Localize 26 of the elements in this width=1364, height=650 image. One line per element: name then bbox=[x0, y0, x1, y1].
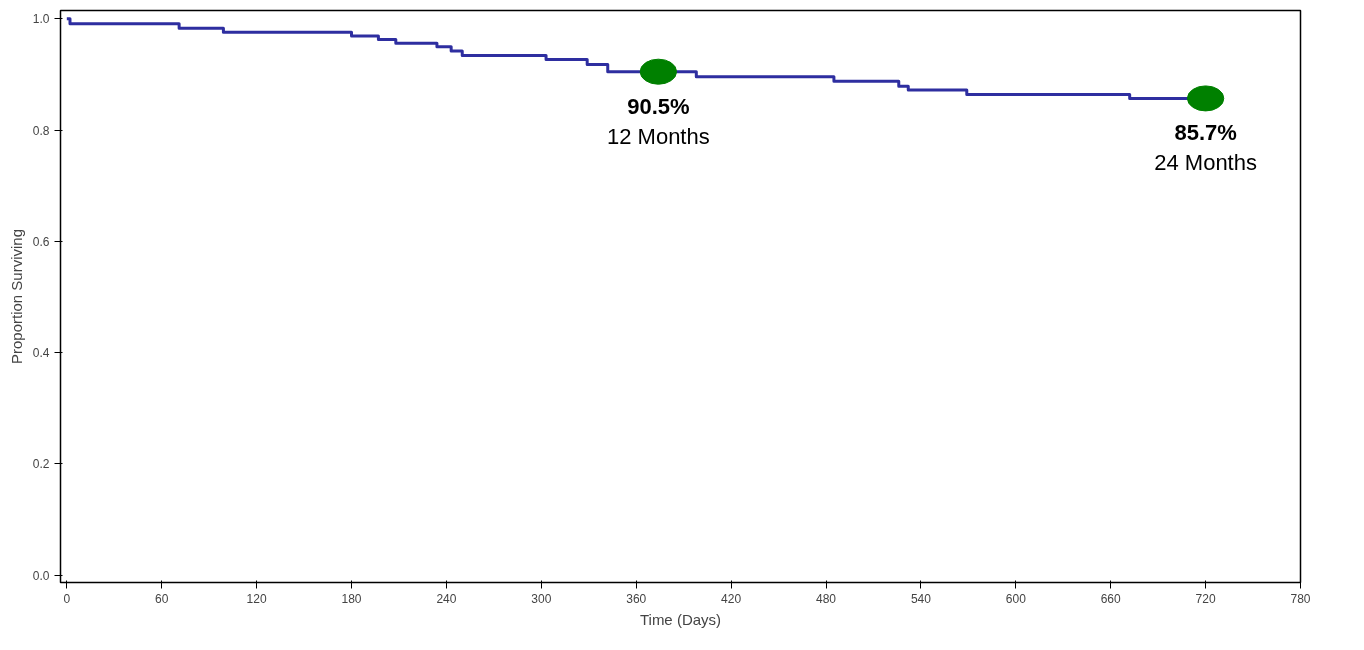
x-tick-label: 660 bbox=[1100, 591, 1122, 606]
y-tick-label: 0.6 bbox=[32, 234, 50, 249]
annotation: 12 Months bbox=[606, 123, 710, 149]
x-tick-label: 480 bbox=[816, 591, 837, 606]
x-tick-label: 300 bbox=[531, 591, 552, 606]
x-tick-label: 240 bbox=[436, 591, 457, 606]
x-tick-label: 120 bbox=[246, 591, 267, 606]
data-label: 90.5% bbox=[627, 93, 690, 119]
x-tick-label: 360 bbox=[626, 591, 647, 606]
x-tick-label: 420 bbox=[721, 591, 742, 606]
x-axis-title: Time (Days) bbox=[639, 610, 722, 628]
y-tick-label: 1.0 bbox=[32, 12, 50, 27]
x-tick-label: 180 bbox=[341, 591, 362, 606]
data-label: 85.7% bbox=[1174, 120, 1237, 146]
x-tick-label: 780 bbox=[1290, 591, 1311, 606]
annotation: 24 Months bbox=[1154, 150, 1257, 176]
x-tick-label: 0 bbox=[63, 591, 71, 606]
y-axis-title: Proportion Surviving bbox=[7, 228, 25, 365]
x-tick-label: 720 bbox=[1195, 591, 1216, 606]
y-tick-label: 0.8 bbox=[32, 123, 50, 138]
y-tick-label: 0.0 bbox=[32, 568, 50, 583]
y-tick-label: 0.2 bbox=[32, 457, 50, 472]
x-tick-label: 540 bbox=[910, 591, 932, 606]
x-tick-label: 600 bbox=[1005, 591, 1027, 606]
y-tick-label: 0.4 bbox=[32, 346, 50, 361]
x-tick-label: 60 bbox=[155, 591, 169, 606]
